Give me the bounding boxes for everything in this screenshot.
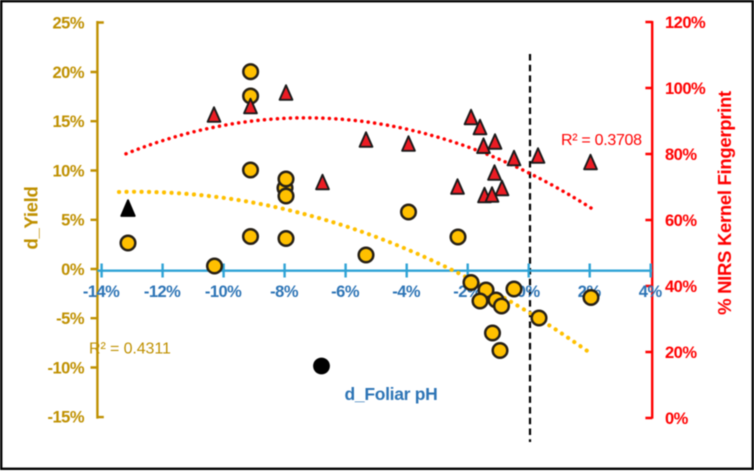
svg-text:20%: 20% [665,344,697,362]
svg-text:100%: 100% [665,80,706,98]
svg-text:-6%: -6% [331,283,360,301]
svg-text:-15%: -15% [47,409,84,427]
svg-text:-8%: -8% [270,283,299,301]
svg-text:-4%: -4% [392,283,421,301]
svg-text:d_Yield: d_Yield [21,186,42,249]
svg-text:10%: 10% [52,162,84,180]
svg-text:-10%: -10% [47,359,84,377]
svg-text:80%: 80% [665,146,697,164]
svg-text:R² = 0.3708: R² = 0.3708 [561,132,642,149]
svg-text:40%: 40% [665,278,697,296]
svg-text:-5%: -5% [56,310,85,328]
svg-text:120%: 120% [665,14,706,32]
svg-text:5%: 5% [61,212,85,230]
svg-text:d_Foliar pH: d_Foliar pH [345,384,438,404]
svg-text:0%: 0% [517,283,541,301]
svg-text:60%: 60% [665,212,697,230]
svg-text:-12%: -12% [144,283,181,301]
svg-text:-10%: -10% [205,283,242,301]
svg-text:% NIRS Kernel Fingerprint: % NIRS Kernel Fingerprint [714,91,735,315]
svg-text:0%: 0% [61,261,85,279]
svg-text:20%: 20% [52,64,84,82]
svg-text:0%: 0% [665,410,689,428]
svg-text:4%: 4% [639,283,663,301]
svg-text:R² = 0.4311: R² = 0.4311 [89,341,171,358]
svg-text:-14%: -14% [83,283,120,301]
svg-text:15%: 15% [52,113,84,131]
svg-text:25%: 25% [52,15,84,33]
